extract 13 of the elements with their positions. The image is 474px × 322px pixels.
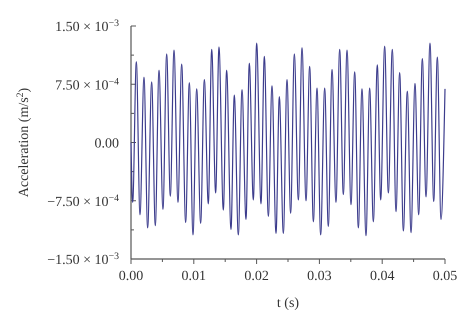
x-tick-label: 0.00	[118, 269, 144, 284]
y-tick-label: −7.50 × 10$^{−4}$	[47, 192, 120, 210]
x-tick-label: 0.02	[244, 269, 269, 284]
x-tick-label: 0.05	[432, 269, 458, 284]
x-tick-label: 0.03	[307, 269, 332, 284]
y-tick-label: −1.50 × 10$^{−3}$	[47, 250, 120, 268]
y-tick-label: 1.50 × 10$^{−3}$	[55, 18, 120, 35]
line-series	[130, 42, 446, 236]
x-tick-label: 0.04	[370, 269, 394, 284]
y-tick-label: 0.00	[94, 136, 119, 152]
y-tick-label: 7.50 × 10$^{−4}$	[55, 76, 120, 94]
x-tick-label: 0.01	[182, 269, 206, 284]
x-axis-title: t (s)	[276, 296, 300, 311]
